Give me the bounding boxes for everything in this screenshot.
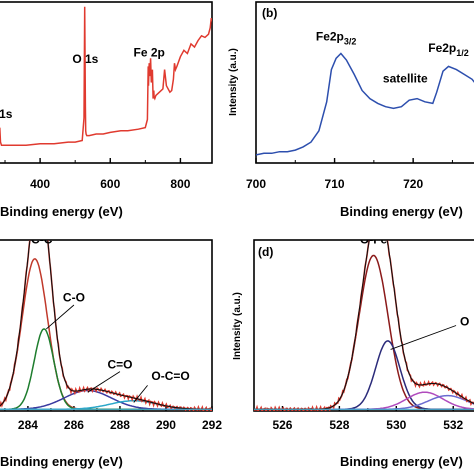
x-tick-label: 532 bbox=[443, 418, 463, 432]
peak-annotation: O-C=O bbox=[151, 369, 189, 383]
annotation-leader bbox=[46, 304, 75, 330]
peak-annotation: O 1s bbox=[72, 52, 98, 66]
x-tick-label: 710 bbox=[325, 177, 345, 191]
plot-area: C 1s O 1s Fe 2p bbox=[0, 6, 212, 147]
series-line-0 bbox=[0, 6, 212, 147]
peak-annotation: satellite bbox=[383, 72, 428, 86]
annotation-leader bbox=[390, 325, 457, 350]
series-line-c-c bbox=[0, 257, 212, 411]
x-tick-label: 288 bbox=[110, 418, 130, 432]
x-axis-title: Binding energy (eV) bbox=[0, 454, 123, 469]
peak-annotation: Fe2p3/2 bbox=[316, 30, 357, 47]
x-tick-label: 530 bbox=[386, 418, 406, 432]
x-tick-label: 720 bbox=[403, 177, 423, 191]
panel-b: 700 710 720 Binding energy (eV) Intensity (a… bbox=[228, 1, 474, 219]
peak-annotation: C-O bbox=[63, 291, 85, 305]
x-tick-label: 528 bbox=[329, 418, 349, 432]
annotation-leader bbox=[133, 385, 148, 403]
y-axis-title: Intensity (a.u.) bbox=[232, 292, 243, 360]
panel-c: 284 286 288 290 292 Binding energy (eV) C-C C-O… bbox=[0, 232, 222, 469]
series-line-0 bbox=[256, 52, 474, 156]
annotation-leader bbox=[87, 371, 121, 393]
plot-area: O-Fe O bbox=[254, 232, 474, 411]
series-line-comp2 bbox=[254, 340, 474, 411]
plot-frame bbox=[0, 1, 213, 164]
x-axis-title: Binding energy (eV) bbox=[340, 454, 463, 469]
y-axis-title: Intensity (a.u.) bbox=[228, 48, 239, 116]
panel-label: (d) bbox=[258, 245, 273, 259]
series-line-envelope bbox=[0, 240, 212, 410]
plot-frame bbox=[255, 1, 474, 164]
plot-frame bbox=[253, 239, 474, 412]
panel-d: 526 528 530 532 Binding energy (eV) Intensity… bbox=[232, 232, 474, 469]
panel-label: (b) bbox=[262, 6, 277, 20]
peak-annotation: Fe 2p bbox=[134, 46, 165, 60]
x-tick-label: 290 bbox=[156, 418, 176, 432]
peak-annotation: C 1s bbox=[0, 107, 13, 121]
x-tick-label: 800 bbox=[170, 177, 190, 191]
x-tick-label: 700 bbox=[246, 177, 266, 191]
peak-annotation: O bbox=[460, 315, 469, 329]
x-tick-label: 600 bbox=[100, 177, 120, 191]
x-tick-label: 526 bbox=[272, 418, 292, 432]
x-tick-label: 286 bbox=[64, 418, 84, 432]
peak-annotation: C-C bbox=[31, 232, 53, 246]
raw-data-line bbox=[0, 240, 212, 411]
x-tick-label: 400 bbox=[30, 177, 50, 191]
peak-annotation: O-Fe bbox=[360, 232, 388, 246]
peak-annotation: Fe2p1/2 bbox=[428, 41, 469, 58]
x-axis-title: Binding energy (eV) bbox=[0, 204, 123, 219]
plot-frame bbox=[0, 239, 213, 412]
x-axis-title: Binding energy (eV) bbox=[340, 204, 463, 219]
x-tick-label: 292 bbox=[202, 418, 222, 432]
plot-area: C-C C-O C=O O-C=O bbox=[0, 232, 212, 411]
x-tick-label: 284 bbox=[18, 418, 38, 432]
peak-annotation: C=O bbox=[107, 357, 132, 371]
panel-a: 400 600 800 Binding energy (eV) C 1s O 1s Fe 2… bbox=[0, 1, 213, 219]
